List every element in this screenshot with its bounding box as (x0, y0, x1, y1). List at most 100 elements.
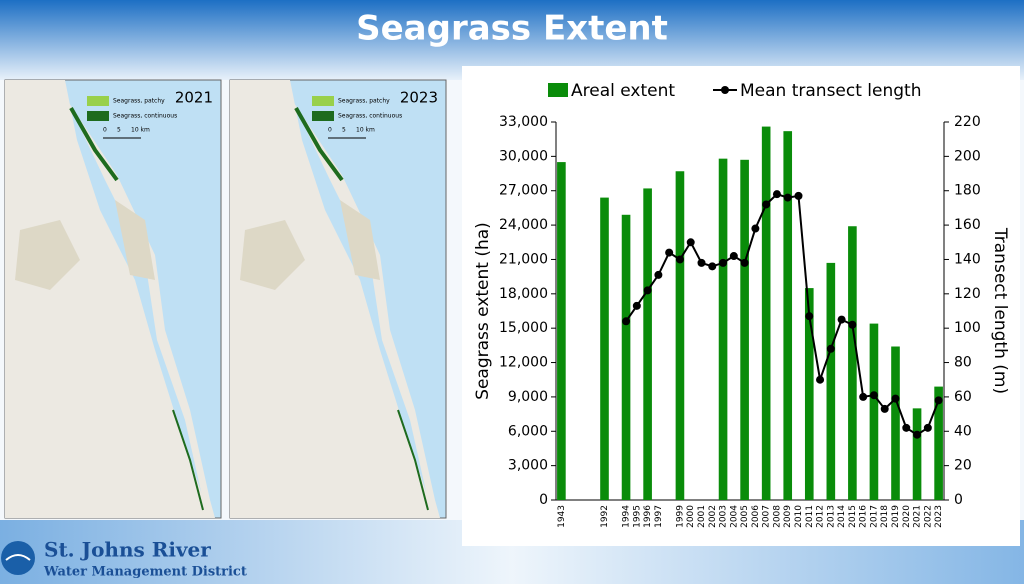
scale-label: 10 km (356, 127, 375, 134)
line-marker (869, 391, 878, 400)
x-tick-label: 1995 (632, 505, 642, 528)
map-seagrass (69, 107, 119, 182)
line-marker (654, 270, 663, 279)
x-tick-label: 2008 (772, 505, 782, 528)
line-marker (686, 238, 695, 247)
legend-marker (721, 86, 729, 94)
x-tick-label: 2014 (837, 505, 847, 528)
line-marker (708, 262, 717, 271)
bar (621, 214, 631, 501)
x-tick-label: 1994 (622, 505, 632, 528)
line-marker (837, 315, 846, 324)
logo-icon (1, 541, 35, 575)
y-tick-label: 0 (539, 492, 548, 508)
map-seagrass (294, 107, 344, 182)
y-tick-label: 27,000 (499, 183, 548, 199)
y2-tick-label: 80 (954, 355, 972, 371)
bar (869, 323, 879, 500)
line-marker (923, 423, 932, 432)
y-axis-title: Seagrass extent (ha) (473, 222, 493, 400)
legend-swatch (548, 83, 568, 97)
map-year: 2023 (400, 89, 438, 107)
logo-subtitle: Water Management District (43, 565, 247, 580)
line-marker (816, 375, 825, 384)
line-marker (643, 286, 652, 295)
line-marker (665, 248, 674, 257)
x-tick-label: 1992 (600, 505, 610, 528)
legend-label: Areal extent (571, 81, 675, 101)
bar (848, 226, 857, 500)
bar (600, 197, 609, 500)
x-tick-label: 2006 (751, 505, 761, 528)
y-tick-label: 9,000 (508, 389, 548, 405)
line-marker (891, 394, 900, 403)
line-marker (783, 193, 792, 202)
x-tick-label: 2005 (740, 505, 750, 528)
x-tick-label: 2000 (686, 505, 696, 528)
bar (783, 131, 793, 500)
y2-tick-label: 0 (954, 492, 963, 508)
x-tick-label: 2010 (794, 505, 804, 528)
legend-label: Seagrass, patchy (338, 98, 390, 105)
x-tick-label: 2002 (708, 505, 718, 528)
y2-tick-label: 180 (954, 183, 981, 199)
y-tick-label: 12,000 (499, 355, 548, 371)
line-marker (622, 317, 631, 326)
map-inland (15, 200, 155, 290)
x-tick-label: 2009 (783, 505, 793, 528)
y-tick-label: 18,000 (499, 286, 548, 302)
line-marker (740, 258, 749, 267)
line-marker (902, 423, 911, 432)
scale-label: 0 (103, 127, 107, 134)
legend-swatch (312, 96, 334, 106)
y2-axis-title: Transect length (m) (990, 227, 1010, 394)
y2-tick-label: 100 (954, 320, 981, 336)
y-tick-label: 33,000 (499, 114, 548, 130)
line-marker (729, 252, 738, 261)
y-tick-label: 24,000 (499, 217, 548, 233)
legend-label: Seagrass, continuous (338, 113, 402, 120)
y2-tick-label: 60 (954, 389, 972, 405)
x-tick-label: 2001 (697, 505, 707, 528)
x-tick-label: 2012 (816, 505, 826, 528)
legend-swatch (312, 111, 334, 121)
x-tick-label: 2023 (934, 505, 944, 528)
line-marker (751, 224, 760, 233)
x-tick-label: 2018 (880, 505, 890, 528)
x-tick-label: 1999 (675, 505, 685, 528)
map-seagrass (172, 409, 204, 511)
bar (891, 346, 900, 500)
map-year: 2021 (175, 89, 213, 107)
scale-label: 0 (328, 127, 332, 134)
slide-title: Seagrass Extent (356, 9, 668, 49)
legend-swatch (87, 111, 109, 121)
y-tick-label: 21,000 (499, 251, 548, 267)
y2-tick-label: 120 (954, 286, 981, 302)
bar (761, 126, 771, 500)
legend-label: Seagrass, continuous (113, 113, 177, 120)
line-marker (632, 301, 641, 310)
x-tick-label: 2022 (923, 505, 933, 528)
line-marker (859, 392, 868, 401)
map-seagrass (397, 409, 429, 511)
line-marker (772, 190, 781, 199)
bar (804, 288, 814, 500)
legend-label: Mean transect length (740, 81, 922, 101)
bar (557, 162, 566, 500)
scale-label: 5 (117, 127, 121, 134)
map-barrier-island (292, 100, 440, 518)
line-marker (913, 430, 922, 439)
y2-tick-label: 220 (954, 114, 981, 130)
logo-wave (5, 554, 31, 561)
x-tick-label: 2020 (902, 505, 912, 528)
bar (675, 171, 685, 500)
y-tick-label: 30,000 (499, 148, 548, 164)
x-tick-label: 2011 (805, 505, 815, 528)
logo-name: St. Johns River (44, 538, 211, 562)
x-tick-label: 2017 (869, 505, 879, 528)
x-tick-label: 2013 (826, 505, 836, 528)
line-marker (762, 200, 771, 209)
line-marker (848, 320, 857, 329)
x-tick-label: 1943 (557, 505, 567, 528)
